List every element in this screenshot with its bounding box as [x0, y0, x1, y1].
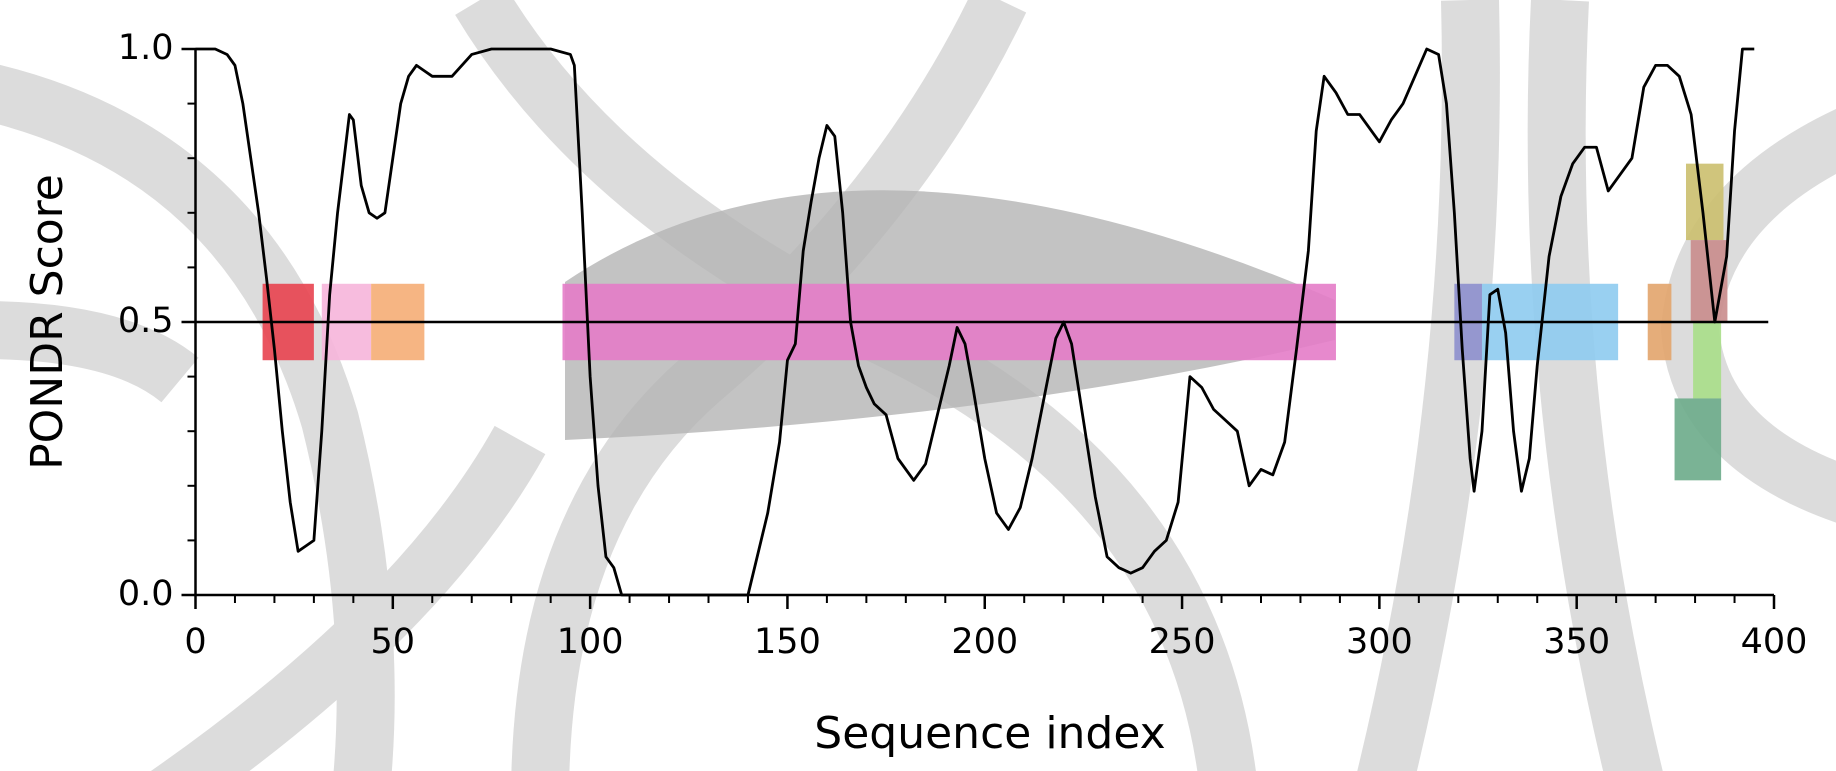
x-tick-label: 400	[1741, 622, 1808, 662]
plot-area: 0 50 100 150 200 250 300 350 400 0.0 0.5 1.0	[118, 28, 1808, 662]
y-axis-title: PONDR Score	[22, 174, 73, 470]
region	[1674, 398, 1722, 481]
x-tick-label: 350	[1543, 622, 1610, 662]
y-tick-label: 0.0	[118, 574, 174, 614]
score-line	[195, 47, 1755, 597]
region	[1693, 322, 1722, 399]
deco-curve	[1660, 109, 1836, 523]
x-tick-label: 200	[951, 622, 1018, 662]
x-tick-label: 100	[557, 622, 624, 662]
x-tick-label: 300	[1346, 622, 1413, 662]
x-axis-title: Sequence index	[814, 708, 1165, 759]
x-tick-label: 150	[754, 622, 821, 662]
y-tick-label: 1.0	[118, 28, 174, 68]
x-tick-label: 50	[371, 622, 416, 662]
x-tick-label: 0	[184, 622, 206, 662]
deco-curve	[150, 425, 546, 771]
y-tick-label: 0.5	[118, 301, 174, 341]
x-tick-label: 250	[1149, 622, 1216, 662]
deco-curve	[0, 301, 199, 403]
deco-curve	[1527, 0, 1663, 771]
deco-curve	[1357, 0, 1500, 771]
